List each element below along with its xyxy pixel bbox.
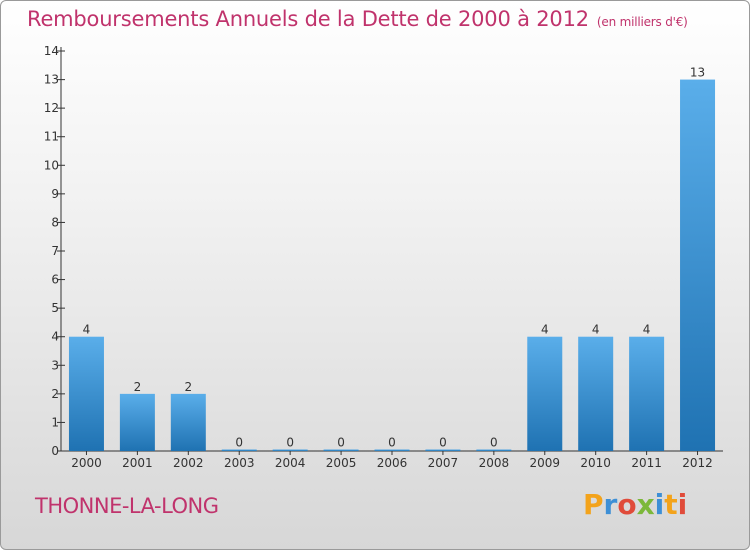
y-tick-label: 8 — [51, 215, 59, 229]
y-tick-label: 5 — [51, 301, 59, 315]
data-label: 0 — [388, 436, 396, 450]
logo-letter-p: P — [583, 488, 604, 521]
bar — [323, 449, 359, 451]
x-tick-label: 2003 — [224, 456, 255, 470]
y-tick-label: 14 — [44, 44, 59, 58]
data-label: 2 — [184, 380, 192, 394]
data-label: 4 — [643, 323, 651, 337]
x-tick-label: 2012 — [682, 456, 713, 470]
x-tick-label: 2001 — [122, 456, 153, 470]
y-tick-label: 12 — [44, 101, 59, 115]
data-label: 0 — [286, 436, 294, 450]
bar — [578, 336, 614, 451]
y-tick-label: 9 — [51, 187, 59, 201]
y-tick-label: 4 — [51, 330, 59, 344]
data-label: 4 — [541, 323, 549, 337]
y-tick-label: 0 — [51, 444, 59, 458]
bar — [476, 449, 512, 451]
logo-letter-r: r — [603, 488, 618, 521]
logo-letter-o: o — [617, 488, 637, 521]
data-label: 13 — [690, 66, 705, 80]
y-tick-label: 10 — [44, 158, 59, 172]
y-tick-label: 1 — [51, 415, 59, 429]
chart-title-text: Remboursements Annuels de la Dette de 20… — [27, 7, 589, 31]
y-tick-label: 2 — [51, 387, 59, 401]
x-tick-label: 2011 — [631, 456, 662, 470]
data-label: 2 — [134, 380, 142, 394]
logo-letter-t: t — [664, 488, 678, 521]
commune-name: THONNE-LA-LONG — [35, 494, 219, 518]
y-tick-label: 3 — [51, 358, 59, 372]
logo-letter-x: x — [636, 488, 655, 521]
bar — [629, 336, 665, 451]
logo-letter-i2: i — [677, 488, 688, 521]
data-label: 4 — [592, 323, 600, 337]
x-tick-label: 2008 — [479, 456, 510, 470]
chart-unit: (en milliers d'€) — [596, 15, 688, 29]
data-label: 0 — [235, 436, 243, 450]
bar — [170, 393, 206, 451]
x-tick-label: 2007 — [428, 456, 459, 470]
data-label: 4 — [83, 323, 91, 337]
y-tick-label: 6 — [51, 273, 59, 287]
x-tick-label: 2000 — [71, 456, 102, 470]
bar — [680, 79, 716, 452]
x-tick-label: 2005 — [326, 456, 357, 470]
bar — [425, 449, 461, 451]
bar — [374, 449, 410, 451]
y-tick-label: 13 — [44, 73, 59, 87]
x-tick-label: 2006 — [377, 456, 408, 470]
proxiti-logo: Proxiti — [583, 488, 687, 521]
bar — [272, 449, 308, 451]
data-label: 0 — [439, 436, 447, 450]
bar — [527, 336, 563, 451]
data-label: 0 — [490, 436, 498, 450]
bar — [119, 393, 155, 451]
y-tick-label: 11 — [44, 130, 59, 144]
logo-letter-i: i — [654, 488, 665, 521]
bar — [68, 336, 104, 451]
chart-title: Remboursements Annuels de la Dette de 20… — [27, 7, 688, 31]
bar — [221, 449, 257, 451]
x-tick-label: 2009 — [529, 456, 560, 470]
y-tick-label: 7 — [51, 244, 59, 258]
x-tick-label: 2010 — [580, 456, 611, 470]
x-tick-label: 2002 — [173, 456, 204, 470]
data-label: 0 — [337, 436, 345, 450]
x-tick-label: 2004 — [275, 456, 306, 470]
